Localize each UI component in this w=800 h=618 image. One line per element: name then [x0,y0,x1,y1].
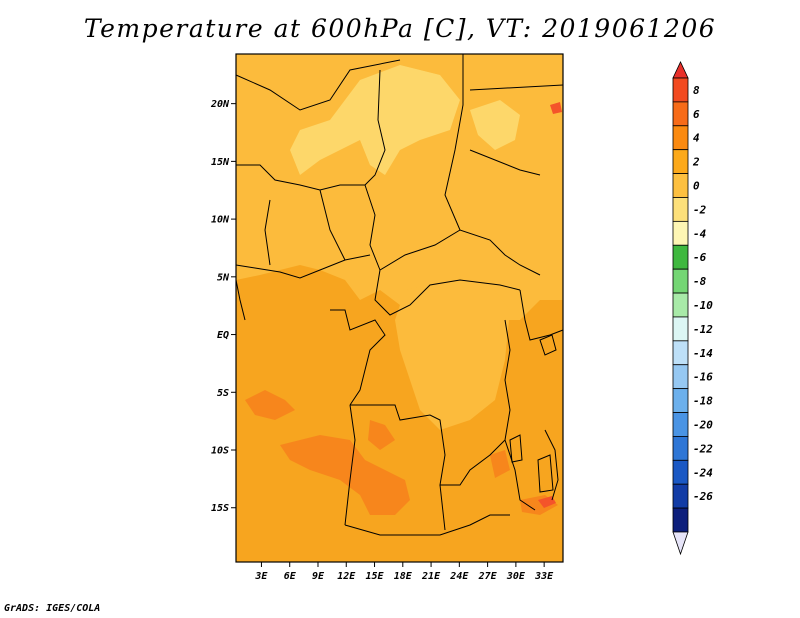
lon-tick-label: 15E [365,571,384,582]
temperature-field [236,54,563,562]
border-line [319,189,346,261]
colorbar-swatch [672,364,689,390]
colorbar-swatch [672,340,689,366]
border-line [344,514,510,536]
colorbar-swatch [672,268,689,294]
border-line [504,439,536,511]
colorbar-swatch [672,388,689,413]
colorbar-swatch [672,173,689,198]
map-frame [235,53,564,563]
colorbar-level-label: 2 [692,156,700,169]
colorbar-level-label: -26 [693,490,713,503]
colorbar-level-label: -16 [693,371,713,384]
lon-tick-label: 12E [337,571,356,582]
lake-outline [509,434,523,463]
colorbar-level-label: -10 [693,299,713,312]
border-line [235,279,246,321]
field-band-4-6-coast [245,390,295,420]
border-line [374,269,521,316]
border-line [544,429,559,501]
colorbar-level-label: -22 [693,442,713,455]
map-axes: 20N 15N 10N 5N EQ 5S 10S 15S 3E 6E 9E 12E 15E 18E 21E 2… [210,99,554,582]
colorbar-swatch [672,244,689,270]
field-band-4-6-sw [280,435,410,515]
field-band-4-6-interior [368,420,395,450]
colorbar-swatch [672,149,689,174]
border-line [364,184,381,271]
colorbar-level-label: -8 [693,275,707,288]
colorbar-level-label: -18 [693,395,713,408]
colorbar-level-label: 4 [693,132,700,145]
lakes [509,334,557,493]
lake-outline [539,334,557,356]
field-band-6-8-east [550,102,562,114]
field-band-4-6-east [490,450,510,478]
colorbar-swatch [672,507,689,533]
border-line [344,404,356,526]
lon-tick-label: 27E [478,571,498,582]
lat-tick-label: 15N [211,157,230,168]
colorbar-swatch [672,125,689,151]
border-line [236,164,365,191]
lat-tick-label: 15S [211,503,229,514]
colorbar-level-label: -14 [693,347,713,360]
colorbar: 8 6 4 2 0 -2 -4 -6 -8 -10 -12 -14 -16 -18 -20 -22 -24 -26 [672,61,713,556]
lon-tick-label: 21E [421,571,441,582]
border-line [264,199,271,266]
border-line [364,69,386,186]
border-line [469,149,541,176]
lon-tick-label: 30E [506,571,526,582]
border-line [350,404,506,486]
border-line [519,289,564,341]
field-band-0-2-congo [395,280,510,430]
colorbar-level-label: -2 [693,203,707,216]
colorbar-top-arrow [672,61,689,79]
border-line [504,319,511,441]
colorbar-swatch [672,220,689,246]
lon-tick-label: 6E [284,571,297,582]
border-line [444,54,464,231]
lon-tick-label: 9E [312,571,325,582]
lat-tick-label: 20N [210,99,230,110]
border-line [439,484,446,531]
lat-tick-label: 10N [211,215,230,226]
lat-tick-label: EQ [217,330,229,341]
colorbar-swatch [672,483,689,509]
border-line [330,309,386,406]
colorbar-level-label: -4 [693,227,707,240]
lon-tick-label: 24E [449,571,469,582]
colorbar-level-label: -6 [693,251,707,264]
colorbar-swatch [672,436,689,461]
colorbar-level-label: 0 [693,180,700,193]
border-line [235,59,401,111]
colorbar-level-label: -20 [693,418,713,431]
lon-tick-label: 18E [394,571,413,582]
lake-outline [537,454,554,493]
grads-credit: GrADS: IGES/COLA [4,603,101,614]
lat-tick-label: 10S [211,446,229,457]
colorbar-swatch [672,292,689,318]
field-band-6-8-se [538,496,556,508]
lon-tick-label: 3E [254,571,268,582]
colorbar-swatch [672,101,689,127]
border-line [379,229,541,276]
lon-tick-label: 33E [534,571,554,582]
map-title: Temperature at 600hPa [C], VT: 201906120… [83,14,717,43]
colorbar-swatch [672,412,689,437]
colorbar-level-label: -24 [693,466,713,479]
border-line [469,84,564,91]
country-borders [235,54,564,536]
colorbar-swatch [672,197,689,222]
field-band-m2-0-sahara [290,65,460,175]
lat-tick-label: 5N [217,272,230,283]
field-band-m2-0-east [470,100,520,150]
colorbar-level-label: 6 [693,108,700,121]
colorbar-swatch [672,316,689,342]
lat-tick-label: 5S [217,388,229,399]
colorbar-level-label: -12 [693,323,713,336]
colorbar-level-label: 8 [693,84,700,97]
colorbar-bottom-arrow [672,531,689,556]
colorbar-swatch [672,459,689,485]
colorbar-swatch [672,77,689,103]
